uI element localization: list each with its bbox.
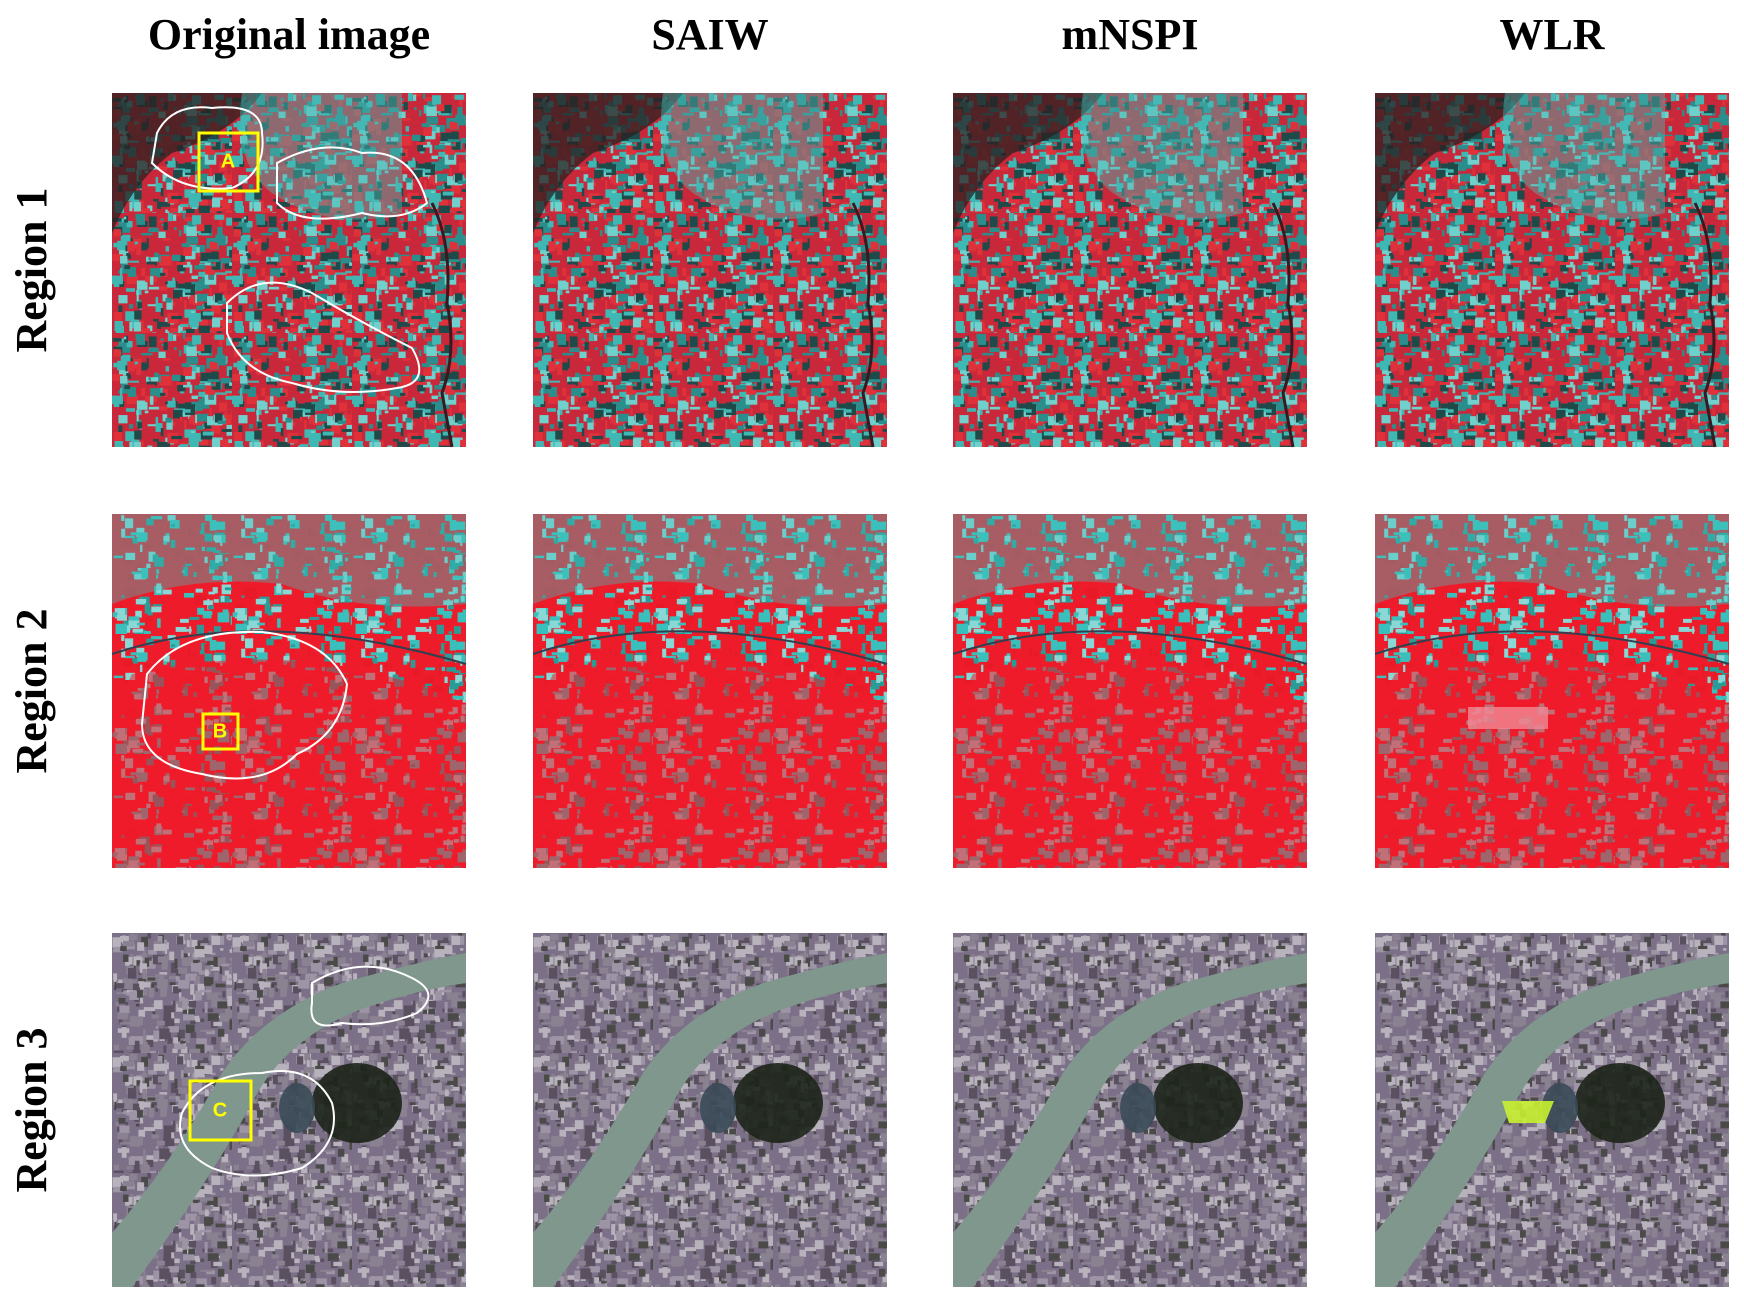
cyan-area xyxy=(953,514,1307,607)
road xyxy=(111,630,467,665)
dark-area xyxy=(1375,93,1525,233)
image-panel xyxy=(953,933,1307,1287)
river xyxy=(1375,953,1729,1287)
lake xyxy=(700,1083,736,1133)
box-label: B xyxy=(213,720,227,742)
outline xyxy=(310,965,430,1027)
image-panel xyxy=(532,514,888,868)
river xyxy=(112,953,466,1287)
river xyxy=(953,953,1307,1287)
artifact xyxy=(1468,707,1548,729)
outline xyxy=(140,630,349,780)
cyan-area xyxy=(1081,93,1243,220)
column-header: WLR xyxy=(1499,10,1605,59)
outline xyxy=(150,106,264,190)
row-label: Region 2 xyxy=(7,609,56,774)
hill xyxy=(312,1063,402,1143)
dark-area xyxy=(533,93,683,233)
image-panel: A xyxy=(112,93,466,448)
cyan-area xyxy=(533,514,887,607)
image-panel: B xyxy=(111,514,467,868)
box-label: C xyxy=(213,1099,227,1121)
box-label: A xyxy=(221,150,235,172)
red-area xyxy=(953,659,1307,868)
image-panel xyxy=(533,93,887,448)
hill xyxy=(1575,1063,1665,1143)
image-panel xyxy=(1374,514,1730,868)
river xyxy=(533,953,887,1287)
red-area xyxy=(112,659,466,868)
river xyxy=(851,202,875,448)
dark-area xyxy=(112,93,262,233)
artifact xyxy=(1502,1101,1554,1123)
cyan-area xyxy=(661,93,823,220)
image-panel xyxy=(953,93,1307,448)
cyan-area xyxy=(240,93,402,220)
hill xyxy=(1153,1063,1243,1143)
outline xyxy=(226,281,421,393)
highlight-box xyxy=(201,712,240,751)
image-panel xyxy=(533,933,887,1287)
cyan-area xyxy=(1503,93,1665,220)
image-panel xyxy=(952,514,1308,868)
image-panel xyxy=(1375,933,1729,1287)
road xyxy=(952,630,1308,665)
hill xyxy=(733,1063,823,1143)
image-panel xyxy=(1375,93,1729,448)
highlight-box xyxy=(197,131,260,193)
outline xyxy=(179,1070,335,1177)
row-label: Region 1 xyxy=(7,188,56,353)
column-header: Original image xyxy=(148,10,430,59)
cyan-area xyxy=(112,514,466,607)
road xyxy=(1374,630,1730,665)
column-header: mNSPI xyxy=(1062,10,1199,59)
highlight-box xyxy=(188,1079,253,1142)
lake xyxy=(1542,1083,1578,1133)
lake xyxy=(1120,1083,1156,1133)
river xyxy=(430,202,454,448)
red-area xyxy=(1375,659,1729,868)
column-header: SAIW xyxy=(651,10,768,59)
image-panel: C xyxy=(112,933,466,1287)
river xyxy=(1693,202,1717,448)
outline xyxy=(276,146,429,220)
dark-area xyxy=(953,93,1103,233)
lake xyxy=(279,1083,315,1133)
road xyxy=(532,630,888,665)
red-area xyxy=(533,659,887,868)
row-label: Region 3 xyxy=(7,1028,56,1193)
cyan-area xyxy=(1375,514,1729,607)
river xyxy=(1271,202,1295,448)
